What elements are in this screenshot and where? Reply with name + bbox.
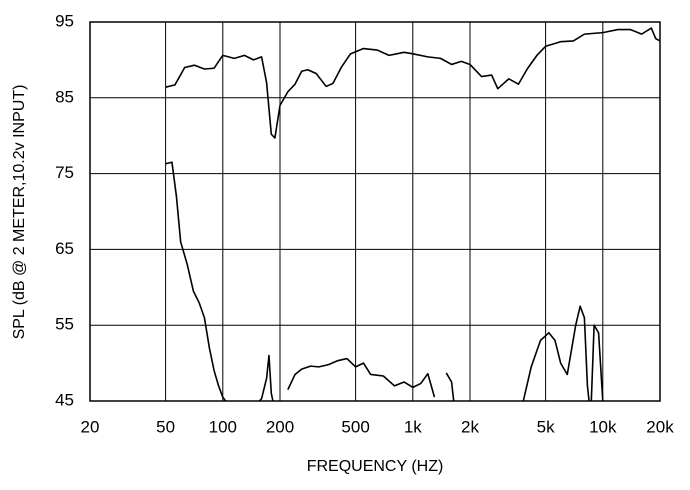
x-tick-label: 2k (461, 417, 479, 436)
response-line (165, 27, 660, 139)
x-tick-label: 20k (646, 417, 674, 436)
y-tick-label: 85 (55, 87, 74, 106)
x-tick-label: 50 (156, 417, 175, 436)
plot-lines (165, 27, 660, 401)
plot-frame (89, 21, 661, 402)
x-tick-label: 100 (209, 417, 237, 436)
y-tick-label: 45 (55, 390, 74, 409)
x-tick-label: 200 (266, 417, 294, 436)
grid (89, 21, 661, 402)
y-axis-label: SPL (dB @ 2 METER,10.2v INPUT) (11, 85, 28, 340)
y-tick-label: 55 (55, 315, 74, 334)
y-tick-label: 65 (55, 239, 74, 258)
x-tick-label: 20 (81, 417, 100, 436)
x-tick-label: 500 (341, 417, 369, 436)
x-tick-label: 5k (537, 417, 555, 436)
response-line (165, 161, 604, 401)
x-tick-label: 10k (589, 417, 617, 436)
x-tick-label: 1k (404, 417, 422, 436)
y-tick-label: 75 (55, 163, 74, 182)
x-axis-label: FREQUENCY (HZ) (307, 458, 444, 475)
y-tick-label: 95 (55, 11, 74, 30)
